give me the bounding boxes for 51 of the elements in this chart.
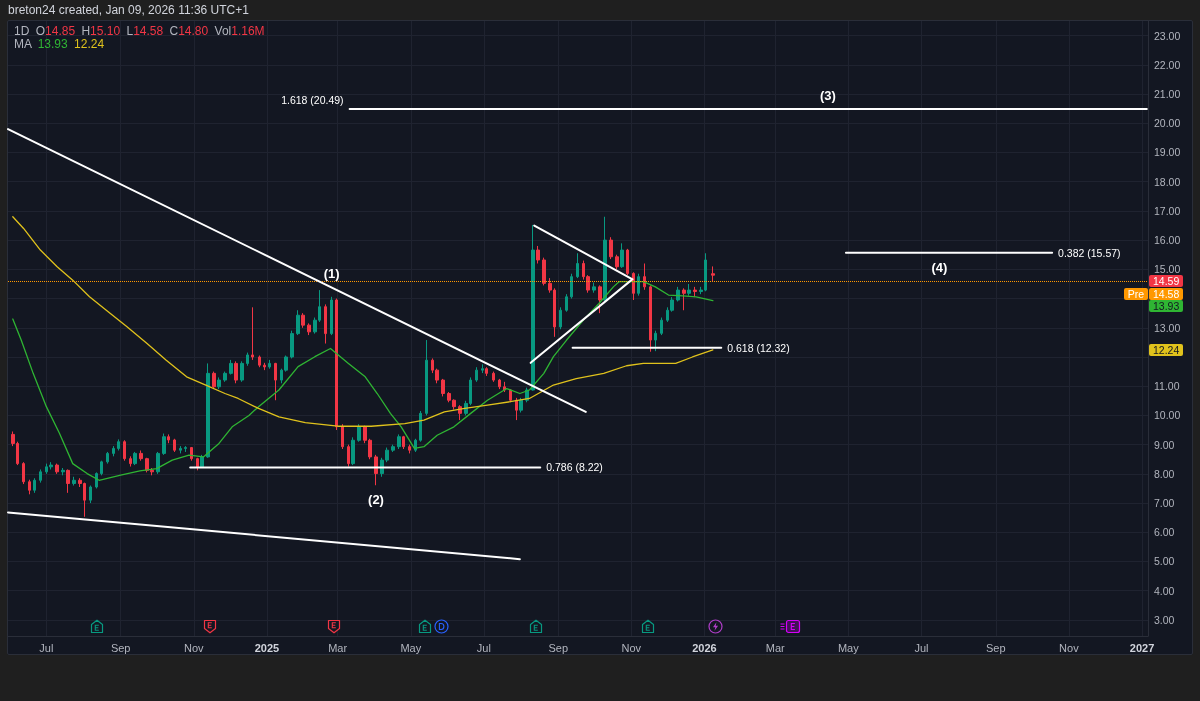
annotation: MA 13.93 12.24 (14, 37, 105, 51)
y-tick-label: 4.00 (1154, 584, 1175, 597)
y-tick-label: 13.00 (1154, 321, 1181, 334)
y-tick-label: 19.00 (1154, 146, 1181, 159)
annotation: 0.382 (15.57) (1058, 246, 1121, 259)
x-tick-label: May (837, 641, 860, 654)
x-tick-label: Nov (184, 641, 205, 654)
y-tick-label: 5.00 (1154, 555, 1175, 568)
y-tick-label: 18.00 (1154, 175, 1181, 188)
x-tick-label: 2027 (1129, 641, 1155, 654)
y-tick-label: 10.00 (1154, 409, 1181, 422)
y-tick-label: 23.00 (1154, 29, 1181, 42)
annotation: (2) (368, 491, 384, 507)
x-tick-label: Sep (985, 641, 1006, 654)
y-tick-label: 6.00 (1154, 526, 1175, 539)
y-tick-label: 15.00 (1154, 263, 1181, 276)
y-tick-label: 9.00 (1154, 438, 1175, 451)
text: O14.85 H15.10 L14.58 C14.80 Vol1.16M (35, 24, 265, 38)
x-tick-label: Nov (621, 641, 642, 654)
y-tick-label: 17.00 (1154, 204, 1181, 217)
y-tick-label: 11.00 (1154, 380, 1180, 393)
x-tick-label: 2025 (254, 641, 280, 654)
x-tick-label: Jul (914, 641, 929, 654)
y-tick-label: 20.00 (1154, 117, 1181, 130)
annotation: 1.618 (20.49) (281, 93, 344, 106)
x-tick-label: Jul (476, 641, 491, 654)
annotation: 0.618 (12.32) (727, 341, 790, 354)
x-tick-label: Sep (548, 641, 569, 654)
annotation: (1) (323, 265, 340, 281)
y-tick-label: 16.00 (1154, 234, 1181, 247)
x-tick-label: Nov (1059, 641, 1080, 654)
y-tick-label: 21.00 (1154, 88, 1181, 101)
y-tick-label: 7.00 (1154, 497, 1175, 510)
x-tick-label: Mar (328, 641, 348, 654)
annotation: (3) (819, 87, 836, 103)
x-tick-label: Sep (110, 641, 131, 654)
text: 13.93 (1149, 300, 1184, 313)
y-tick-label: 22.00 (1154, 58, 1181, 71)
text: breton24 created, Jan 09, 2026 11:36 UTC+1 (8, 3, 249, 17)
annotation: 0.786 (8.22) (546, 461, 603, 474)
y-tick-label: 8.00 (1154, 467, 1175, 480)
ref-line-label: Pre 14.58 (1126, 287, 1181, 300)
text: 14.59 (1149, 275, 1184, 288)
annotation: (4) (931, 259, 948, 275)
x-tick-label: 2026 (692, 641, 717, 654)
x-tick-label: Jul (39, 641, 54, 654)
x-tick-label: Mar (765, 641, 785, 654)
y-tick-label: 3.00 (1154, 613, 1175, 626)
x-tick-label: May (400, 641, 422, 654)
chart-title: 1D (14, 24, 30, 38)
text: 12.24 (1149, 343, 1184, 356)
